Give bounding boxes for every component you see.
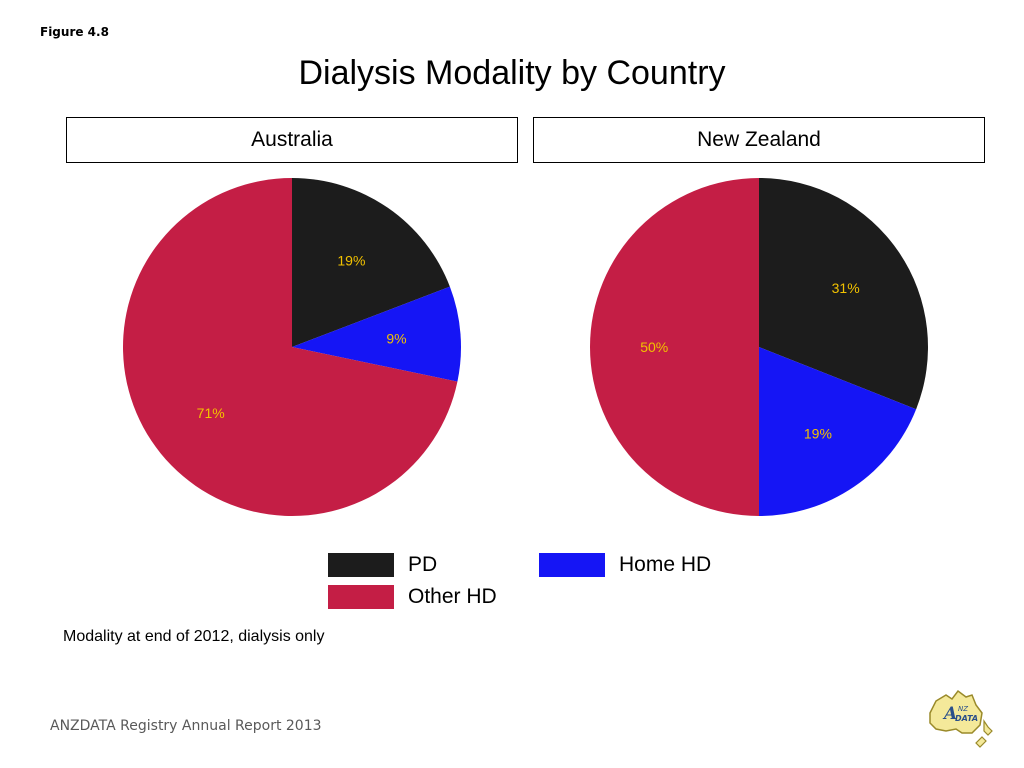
- chart-title: Dialysis Modality by Country: [298, 54, 726, 92]
- legend-swatch-home-hd: [539, 553, 605, 577]
- data-label-pd: 19%: [337, 253, 365, 269]
- panel-header-australia: Australia: [66, 117, 518, 163]
- svg-text:NZ: NZ: [958, 705, 968, 713]
- legend-swatch-other-hd: [328, 585, 394, 609]
- figure-label: Figure 4.8: [40, 25, 109, 39]
- legend-label-pd: PD: [408, 553, 438, 576]
- pie-slice-other-hd: [590, 178, 759, 516]
- pie-chart-australia: 19% 9% 71%: [123, 178, 461, 516]
- legend-label-home-hd: Home HD: [619, 553, 712, 576]
- legend-label-other-hd: Other HD: [408, 585, 497, 608]
- pie-slice-home-hd: [759, 347, 917, 516]
- pie-slice-other-hd: [123, 178, 458, 516]
- data-label-pd: 31%: [832, 280, 860, 296]
- data-label-other-hd: 71%: [197, 405, 225, 421]
- anzdata-logo: A NZ DATA: [929, 689, 993, 748]
- pie-slice-pd: [292, 178, 450, 347]
- footnote: Modality at end of 2012, dialysis only: [63, 628, 325, 645]
- panel-header-new-zealand: New Zealand: [533, 117, 985, 163]
- data-label-home-hd: 9%: [386, 331, 406, 347]
- svg-text:DATA: DATA: [955, 714, 978, 723]
- pie-chart-new-zealand: 31% 19% 50%: [590, 178, 928, 516]
- pie-slice-home-hd: [292, 286, 461, 382]
- pie-slice-pd: [759, 178, 928, 410]
- legend-swatch-pd: [328, 553, 394, 577]
- svg-text:A: A: [942, 704, 957, 724]
- data-label-other-hd: 50%: [640, 339, 668, 355]
- data-label-home-hd: 19%: [804, 426, 832, 442]
- source-text: ANZDATA Registry Annual Report 2013: [50, 718, 322, 734]
